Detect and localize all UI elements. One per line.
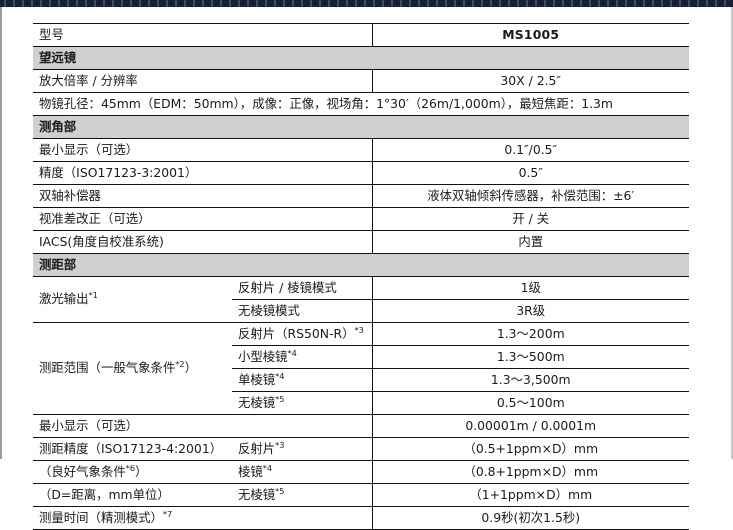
cell-range-label: 测距范围（一般气象条件*2） <box>33 322 232 415</box>
cell-model-name: MS1005 <box>372 23 689 47</box>
specification-table: 型号 MS1005 望远镜 放大倍率 / 分辨率 30X / 2.5″ 物镜孔径… <box>33 23 689 530</box>
table-row-range-singleprism: 单棱镜*4 1.3～3,500m <box>33 368 689 392</box>
laser-output-footnote: *1 <box>88 290 98 301</box>
table-row-accuracy: 精度（ISO17123-3:2001） 0.5″ <box>33 161 689 185</box>
table-row-dist-accuracy-sheet: 测距精度（ISO17123-4:2001） 反射片*3 （0.5+1ppm×D）… <box>33 437 689 461</box>
dist-acc-label2-text-a: （良好气象条件 <box>39 463 126 479</box>
cell-range-reflectorless-value: 0.5～100m <box>372 391 689 415</box>
section-header-angle: 测角部 <box>33 115 689 139</box>
range-singleprism-text: 单棱镜 <box>238 371 276 387</box>
dist-acc-sub2-footnote: *4 <box>262 462 273 473</box>
cell-iacs-label: IACS(角度自校准系统) <box>33 230 373 254</box>
cell-laser-mode-sheet-label: 反射片 / 棱镜模式 <box>232 276 373 300</box>
page-frame-left <box>0 7 2 459</box>
table-row-section-distance: 测距部 <box>33 253 689 277</box>
cell-range-miniprism-label: 小型棱镜*4 <box>232 345 373 369</box>
range-label-footnote: *2 <box>175 359 185 370</box>
table-row-dist-accuracy-prism: （良好气象条件*6） 棱镜*4 （0.8+1ppm×D）mm <box>33 460 689 484</box>
range-sheet-footnote: *3 <box>354 324 364 335</box>
cell-min-display-angle-value: 0.1″/0.5″ <box>372 138 689 162</box>
table-row-iacs: IACS(角度自校准系统) 内置 <box>33 230 689 254</box>
table-row-magnification: 放大倍率 / 分辨率 30X / 2.5″ <box>33 69 689 93</box>
cell-dist-acc-sub-1: 反射片*3 <box>232 437 373 461</box>
range-label-text-b: ） <box>184 360 197 376</box>
range-label-text-a: 测距范围（一般气象条件 <box>39 360 176 376</box>
meas-time-text: 测量时间（精测模式） <box>39 509 163 525</box>
decorative-top-band <box>0 0 733 7</box>
range-reflectorless-text: 无棱镜 <box>238 394 276 410</box>
page-frame-right <box>731 7 733 459</box>
cell-dist-acc-label-1: 测距精度（ISO17123-4:2001） <box>33 437 232 461</box>
table-row-model: 型号 MS1005 <box>33 23 689 47</box>
meas-time-footnote: *7 <box>162 508 173 519</box>
cell-magnification-value: 30X / 2.5″ <box>372 69 689 93</box>
section-header-distance: 测距部 <box>33 253 689 277</box>
table-row-dist-accuracy-reflectorless: （D=距离，mm单位） 无棱镜*5 （1+1ppm×D）mm <box>33 483 689 507</box>
cell-dist-acc-value-1: （0.5+1ppm×D）mm <box>372 437 689 461</box>
range-miniprism-footnote: *4 <box>287 347 297 358</box>
range-sheet-text: 反射片（RS50N-R） <box>238 325 355 341</box>
cell-laser-mode-sheet-value: 1级 <box>372 276 689 300</box>
cell-accuracy-label: 精度（ISO17123-3:2001） <box>33 161 373 185</box>
cell-model-label: 型号 <box>33 23 373 47</box>
dist-acc-label2-text-b: ） <box>135 463 148 479</box>
cell-range-singleprism-value: 1.3～3,500m <box>372 368 689 392</box>
table-row-range-miniprism: 小型棱镜*4 1.3～500m <box>33 345 689 369</box>
dist-acc-label2-footnote: *6 <box>125 462 136 473</box>
cell-min-display-angle-label: 最小显示（可选） <box>33 138 373 162</box>
cell-range-singleprism-label: 单棱镜*4 <box>232 368 373 392</box>
cell-dist-acc-label-2: （良好气象条件*6） <box>33 460 232 484</box>
laser-output-text: 激光输出 <box>39 291 89 307</box>
cell-laser-output-label: 激光输出*1 <box>33 276 232 323</box>
table-row-measurement-time: 测量时间（精测模式）*7 0.9秒(初次1.5秒) <box>33 506 689 530</box>
cell-meas-time-value: 0.9秒(初次1.5秒) <box>372 506 689 530</box>
cell-min-display-dist-label: 最小显示（可选） <box>33 414 373 438</box>
dist-acc-sub1-text: 反射片 <box>238 440 276 456</box>
cell-magnification-label: 放大倍率 / 分辨率 <box>33 69 373 93</box>
cell-dist-acc-label-3: （D=距离，mm单位） <box>33 483 232 507</box>
table-row-section-telescope: 望远镜 <box>33 46 689 70</box>
cell-iacs-value: 内置 <box>372 230 689 254</box>
cell-collimation-value: 开 / 关 <box>372 207 689 231</box>
cell-range-reflectorless-label: 无棱镜*5 <box>232 391 373 415</box>
cell-range-sheet-value: 1.3～200m <box>372 322 689 346</box>
table-row-objective: 物镜孔径：45mm（EDM：50mm），成像：正像，视场角：1°30′（26m/… <box>33 92 689 116</box>
table-row-laser-output-1: 激光输出*1 反射片 / 棱镜模式 1级 <box>33 276 689 323</box>
range-miniprism-text: 小型棱镜 <box>238 348 288 364</box>
cell-laser-mode-reflectorless-label: 无棱镜模式 <box>232 299 373 323</box>
cell-meas-time-label: 测量时间（精测模式）*7 <box>33 506 373 530</box>
cell-dist-acc-value-3: （1+1ppm×D）mm <box>372 483 689 507</box>
cell-range-sheet-label: 反射片（RS50N-R）*3 <box>232 322 373 346</box>
range-singleprism-footnote: *4 <box>275 370 285 381</box>
table-row-compensator: 双轴补偿器 液体双轴倾斜传感器，补偿范围：±6′ <box>33 184 689 208</box>
cell-collimation-label: 视准差改正（可选） <box>33 207 373 231</box>
range-reflectorless-footnote: *5 <box>275 393 285 404</box>
table-row-min-display-angle: 最小显示（可选） 0.1″/0.5″ <box>33 138 689 162</box>
table-row-range-reflectorless: 无棱镜*5 0.5～100m <box>33 391 689 415</box>
cell-range-miniprism-value: 1.3～500m <box>372 345 689 369</box>
cell-accuracy-value: 0.5″ <box>372 161 689 185</box>
cell-dist-acc-value-2: （0.8+1ppm×D）mm <box>372 460 689 484</box>
table-row-min-display-distance: 最小显示（可选） 0.00001m / 0.0001m <box>33 414 689 438</box>
dist-acc-sub1-footnote: *3 <box>275 439 285 450</box>
section-header-telescope: 望远镜 <box>33 46 689 70</box>
table-row-range-sheet: 测距范围（一般气象条件*2） 反射片（RS50N-R）*3 1.3～200m <box>33 322 689 415</box>
cell-compensator-label: 双轴补偿器 <box>33 184 373 208</box>
table-row-laser-output-2: 无棱镜模式 3R级 <box>33 299 689 323</box>
cell-dist-acc-sub-2: 棱镜*4 <box>232 460 373 484</box>
cell-min-display-dist-value: 0.00001m / 0.0001m <box>372 414 689 438</box>
cell-compensator-value: 液体双轴倾斜传感器，补偿范围：±6′ <box>372 184 689 208</box>
cell-laser-mode-reflectorless-value: 3R级 <box>372 299 689 323</box>
cell-dist-acc-sub-3: 无棱镜*5 <box>232 483 373 507</box>
dist-acc-sub3-footnote: *5 <box>275 485 285 496</box>
dist-acc-sub3-text: 无棱镜 <box>238 486 276 502</box>
table-row-section-angle: 测角部 <box>33 115 689 139</box>
dist-acc-sub2-text: 棱镜 <box>238 463 263 479</box>
table-row-collimation: 视准差改正（可选） 开 / 关 <box>33 207 689 231</box>
cell-objective-line: 物镜孔径：45mm（EDM：50mm），成像：正像，视场角：1°30′（26m/… <box>33 92 689 116</box>
